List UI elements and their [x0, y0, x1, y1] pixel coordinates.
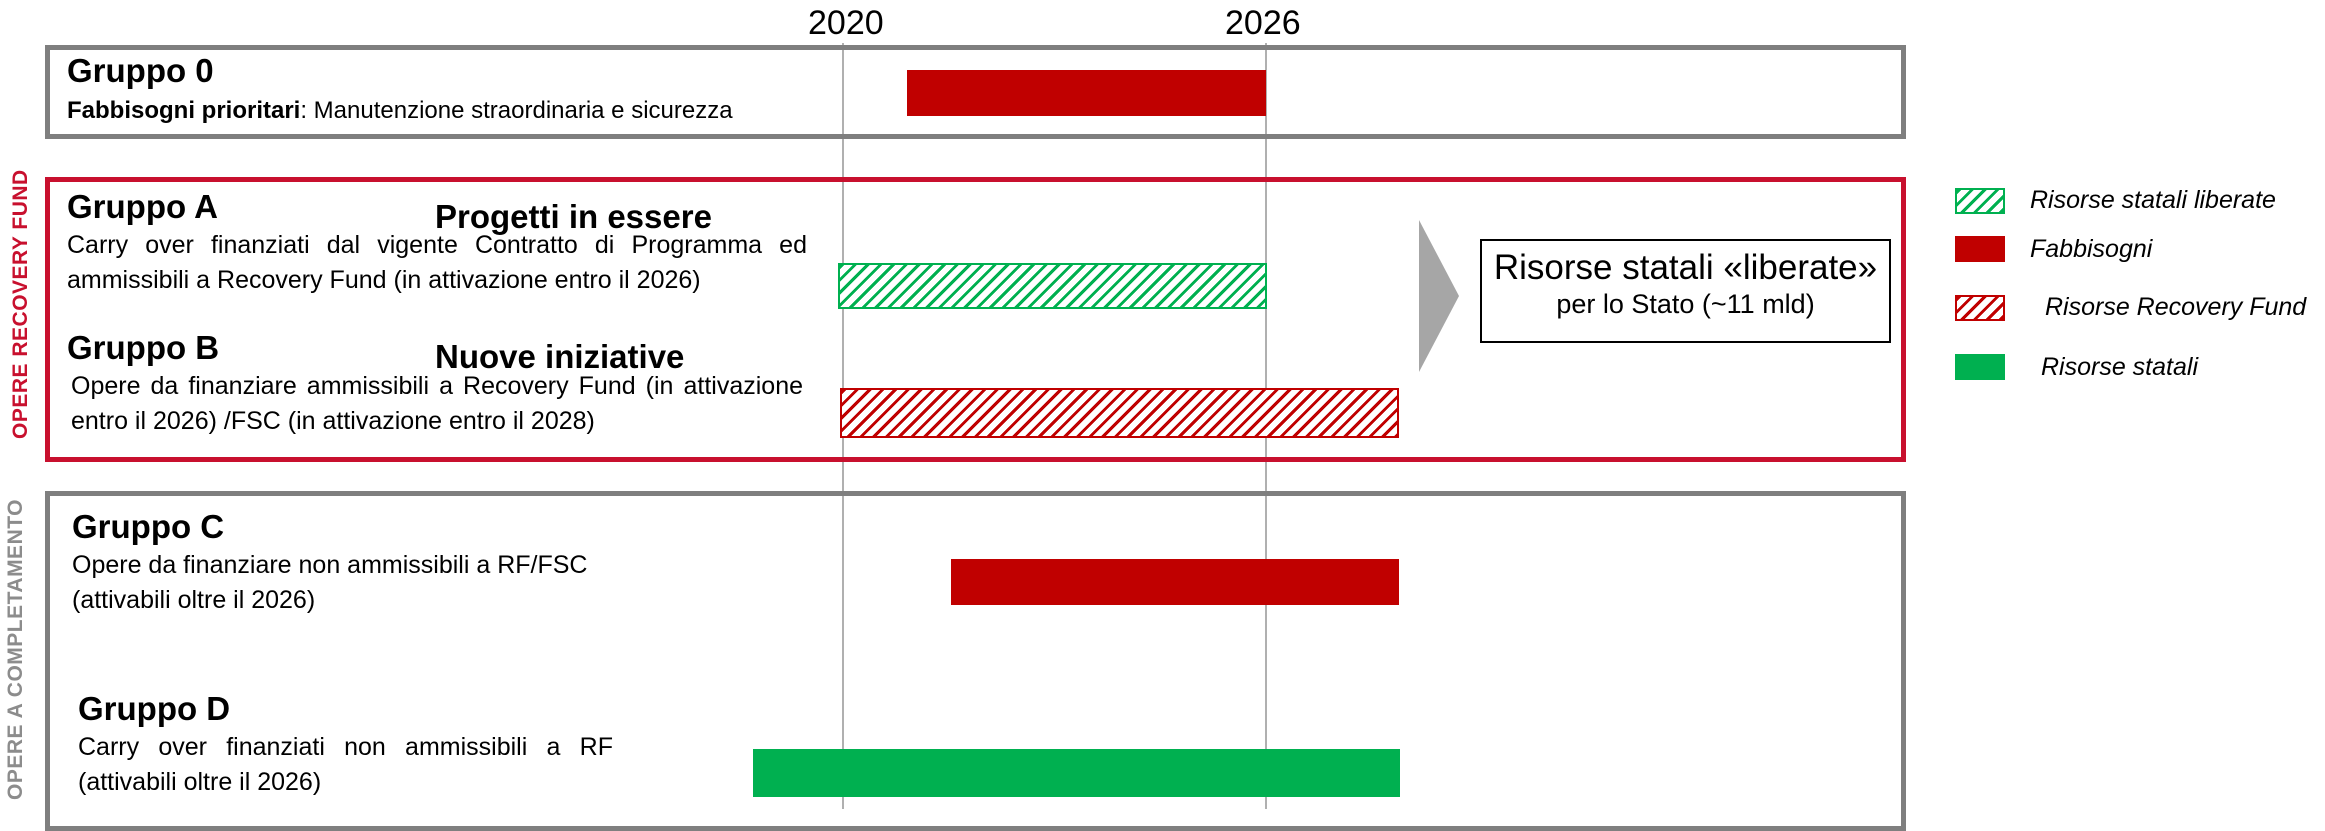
- liberated-resources-callout: Risorse statali «liberate» per lo Stato …: [1480, 239, 1891, 343]
- legend-label-fabbisogni: Fabbisogni: [2030, 235, 2153, 263]
- legend-swatch-statali: [1955, 354, 2005, 380]
- legend-label-liberated: Risorse statali liberate: [2030, 186, 2276, 214]
- group-b-title: Gruppo B: [67, 329, 220, 366]
- year-label-2020: 2020: [808, 4, 884, 42]
- legend-label-recovery: Risorse Recovery Fund: [2045, 293, 2307, 321]
- legend-label-statali: Risorse statali: [2041, 353, 2198, 381]
- chevron-right-icon: [1419, 220, 1459, 372]
- group-c-bar: [951, 559, 1399, 605]
- legend-swatch-fabbisogni: [1955, 236, 2005, 262]
- group-0-description: Fabbisogni prioritari: Manutenzione stra…: [67, 93, 733, 128]
- legend-swatch-recovery: [1955, 295, 2005, 321]
- group-0-panel: [45, 45, 1906, 139]
- group-d-description: Carry over finanziati non ammissibili a …: [78, 733, 613, 796]
- group-c-title: Gruppo C: [72, 508, 225, 545]
- group-d-bar: [753, 749, 1400, 797]
- legend-swatch-liberated: [1955, 188, 2005, 214]
- recovery-fund-panel: [45, 177, 1906, 462]
- callout-sub-text: per lo Stato (~11 mld): [1556, 289, 1815, 319]
- group-0-title: Gruppo 0: [67, 52, 214, 89]
- group-b-subtitle: Nuove iniziative: [435, 338, 685, 375]
- group-a-subtitle: Progetti in essere: [435, 198, 712, 235]
- group-b-description: Opere da finanziare ammissibili a Recove…: [71, 372, 803, 435]
- group-0-description-bold: Fabbisogni prioritari: [67, 97, 301, 124]
- callout-main-text: Risorse statali «liberate»: [1493, 248, 1878, 287]
- group-0-bar: [907, 70, 1266, 116]
- group-a-bar: [838, 263, 1267, 309]
- group-b-bar: [840, 388, 1399, 438]
- group-d-title: Gruppo D: [78, 690, 231, 727]
- side-label-recovery-fund: OPERE RECOVERY FUND: [9, 169, 32, 439]
- group-0-description-rest: : Manutenzione straordinaria e sicurezza: [300, 97, 733, 124]
- group-a-title: Gruppo A: [67, 188, 218, 225]
- side-label-completamento: OPERE A COMPLETAMENTO: [4, 498, 27, 800]
- group-c-description: Opere da finanziare non ammissibili a RF…: [72, 551, 588, 614]
- group-a-description: Carry over finanziati dal vigente Contra…: [67, 231, 807, 294]
- year-label-2026: 2026: [1225, 4, 1301, 42]
